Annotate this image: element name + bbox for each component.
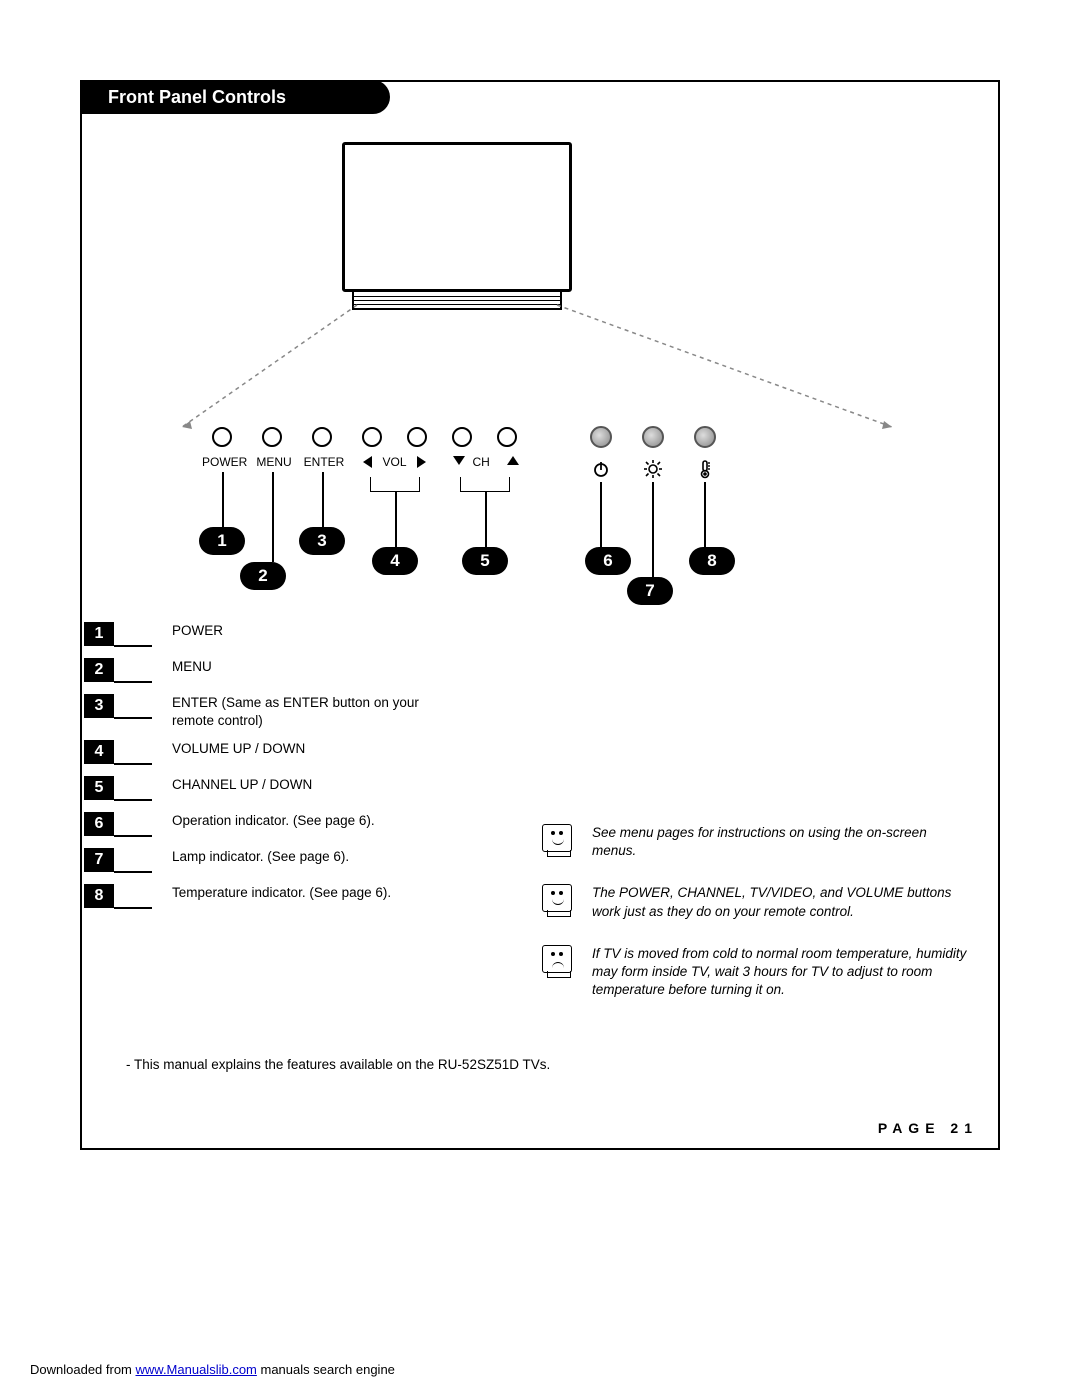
legend-row-5: 5 CHANNEL UP / DOWN [84, 776, 454, 802]
legend-underline [114, 763, 152, 765]
triangle-down-icon [453, 456, 465, 465]
callout-line [704, 482, 706, 547]
legend-underline [114, 681, 152, 683]
legend-badge: 3 [84, 694, 114, 718]
legend-text: MENU [172, 659, 212, 674]
legend-list: 1 POWER 2 MENU 3 ENTER (Same as ENTER button … [84, 622, 454, 920]
tv-smile-icon [542, 884, 572, 912]
callout-pill-4: 4 [372, 547, 418, 575]
callout-line [600, 482, 602, 547]
triangle-up-icon [507, 456, 519, 465]
callout-line [222, 472, 224, 527]
callout-pill-7: 7 [627, 577, 673, 605]
panel-button-5 [407, 427, 427, 447]
callout-line [652, 482, 654, 577]
callout-pill-8: 8 [689, 547, 735, 575]
front-panel: POWER MENU ENTER VOL CH [182, 427, 892, 467]
download-suffix: manuals search engine [257, 1362, 395, 1377]
legend-row-3: 3 ENTER (Same as ENTER button on your rem… [84, 694, 454, 730]
indicator-led-8 [694, 426, 716, 448]
legend-text: CHANNEL UP / DOWN [172, 777, 312, 792]
legend-underline [114, 717, 152, 719]
lamp-icon [643, 459, 663, 479]
indicator-led-7 [642, 426, 664, 448]
legend-underline [114, 871, 152, 873]
legend-badge: 4 [84, 740, 114, 764]
tip-row-1: See menu pages for instructions on using… [542, 824, 972, 860]
tip-row-3: If TV is moved from cold to normal room … [542, 945, 972, 1000]
legend-row-7: 7 Lamp indicator. (See page 6). [84, 848, 454, 874]
download-link[interactable]: www.Manualslib.com [136, 1362, 257, 1377]
legend-text: POWER [172, 623, 223, 638]
legend-badge: 5 [84, 776, 114, 800]
panel-label-enter: ENTER [302, 455, 346, 469]
legend-text: Lamp indicator. (See page 6). [172, 849, 349, 864]
tv-screen [342, 142, 572, 292]
legend-badge: 7 [84, 848, 114, 872]
panel-label-vol: VOL [383, 455, 407, 469]
tip-text: If TV is moved from cold to normal room … [592, 946, 966, 997]
tip-notes: See menu pages for instructions on using… [542, 824, 972, 1024]
legend-row-8: 8 Temperature indicator. (See page 6). [84, 884, 454, 910]
triangle-right-icon [417, 456, 426, 468]
indicator-led-6 [590, 426, 612, 448]
callout-pill-1: 1 [199, 527, 245, 555]
callout-line [272, 472, 274, 562]
legend-row-6: 6 Operation indicator. (See page 6). [84, 812, 454, 838]
tv-diagram [342, 142, 572, 292]
legend-badge: 1 [84, 622, 114, 646]
callout-line [485, 492, 487, 547]
tip-text: See menu pages for instructions on using… [592, 825, 927, 858]
legend-underline [114, 907, 152, 909]
panel-label-ch: CH [473, 455, 490, 469]
tv-frown-icon [542, 945, 572, 973]
callout-pill-5: 5 [462, 547, 508, 575]
panel-label-menu: MENU [252, 455, 296, 469]
panel-button-3 [312, 427, 332, 447]
panel-button-1 [212, 427, 232, 447]
legend-badge: 2 [84, 658, 114, 682]
footnote: - This manual explains the features avai… [126, 1057, 550, 1072]
triangle-left-icon [363, 456, 372, 468]
legend-badge: 8 [84, 884, 114, 908]
legend-underline [114, 799, 152, 801]
callout-pill-3: 3 [299, 527, 345, 555]
callout-bracket [370, 477, 420, 492]
legend-row-4: 4 VOLUME UP / DOWN [84, 740, 454, 766]
tip-row-2: The POWER, CHANNEL, TV/VIDEO, and VOLUME… [542, 884, 972, 920]
legend-row-2: 2 MENU [84, 658, 454, 684]
tv-smile-icon [542, 824, 572, 852]
tv-base [352, 292, 562, 310]
temp-icon [695, 459, 715, 479]
panel-button-2 [262, 427, 282, 447]
legend-text: Temperature indicator. (See page 6). [172, 885, 391, 900]
callout-line [395, 492, 397, 547]
legend-row-1: 1 POWER [84, 622, 454, 648]
tip-text: The POWER, CHANNEL, TV/VIDEO, and VOLUME… [592, 885, 951, 918]
power-icon [591, 459, 611, 479]
panel-label-power: POWER [202, 455, 246, 469]
legend-text: Operation indicator. (See page 6). [172, 813, 375, 828]
callout-bracket [460, 477, 510, 492]
section-title: Front Panel Controls [80, 80, 390, 114]
page-frame: Front Panel Controls POWER MENU ENTER VOL CH… [80, 80, 1000, 1150]
legend-underline [114, 835, 152, 837]
legend-badge: 6 [84, 812, 114, 836]
legend-text: VOLUME UP / DOWN [172, 741, 305, 756]
download-prefix: Downloaded from [30, 1362, 136, 1377]
legend-underline [114, 645, 152, 647]
panel-button-4 [362, 427, 382, 447]
panel-button-6 [452, 427, 472, 447]
legend-text: ENTER (Same as ENTER button on your remo… [172, 695, 419, 728]
download-note: Downloaded from www.Manualslib.com manua… [30, 1362, 395, 1377]
panel-button-7 [497, 427, 517, 447]
callout-pill-2: 2 [240, 562, 286, 590]
page-number: PAGE 21 [878, 1120, 978, 1136]
callout-pill-6: 6 [585, 547, 631, 575]
callout-line [322, 472, 324, 527]
